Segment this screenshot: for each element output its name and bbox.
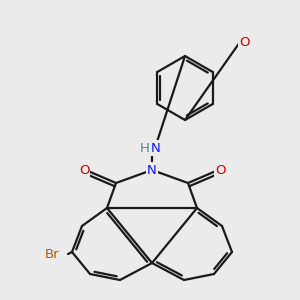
- Text: N: N: [151, 142, 161, 154]
- Text: O: O: [239, 35, 249, 49]
- Text: N: N: [147, 164, 157, 176]
- Text: O: O: [215, 164, 225, 178]
- Text: O: O: [79, 164, 89, 178]
- Text: H: H: [140, 142, 150, 154]
- Text: Br: Br: [45, 248, 59, 260]
